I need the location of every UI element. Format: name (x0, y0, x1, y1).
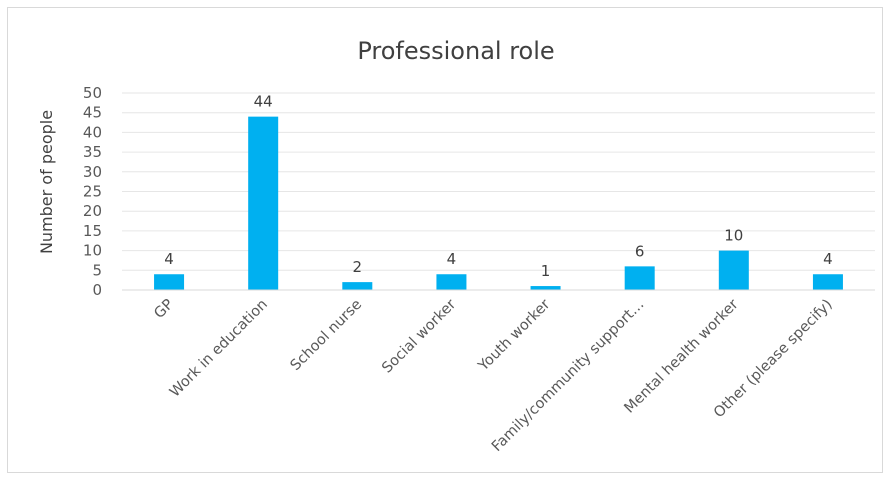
bar (342, 282, 373, 290)
y-axis-label: Number of people (37, 110, 56, 254)
x-tick-label: School nurse (288, 296, 366, 374)
x-tick-label: Family/community support… (489, 297, 647, 455)
x-tick-label: Youth worker (475, 296, 553, 374)
bar (812, 274, 843, 290)
data-label: 10 (724, 227, 743, 245)
y-tick-label: 50 (83, 84, 102, 102)
data-label: 1 (541, 262, 551, 280)
y-tick-label: 45 (83, 104, 102, 122)
chart-title: Professional role (357, 37, 554, 65)
bar (718, 250, 749, 290)
y-tick-label: 40 (83, 123, 102, 141)
gridlines (122, 92, 875, 271)
bar (530, 286, 561, 290)
y-tick-label: 15 (83, 222, 102, 240)
x-tick-label: GP (151, 296, 177, 322)
data-label: 4 (447, 250, 457, 268)
data-label: 6 (635, 242, 645, 260)
data-label: 4 (823, 250, 833, 268)
y-tick-label: 0 (92, 281, 102, 299)
y-tick-label: 35 (83, 143, 102, 161)
data-label: 2 (353, 258, 363, 276)
bar (154, 274, 185, 290)
y-tick-label: 30 (83, 163, 102, 181)
data-label: 44 (254, 93, 273, 111)
bar (624, 266, 655, 290)
bars (154, 116, 843, 290)
y-tick-label: 5 (92, 261, 102, 279)
y-tick-label: 20 (83, 202, 102, 220)
bar (436, 274, 467, 290)
x-tick-label: Social worker (379, 296, 459, 376)
chart-frame (7, 7, 883, 473)
bar (248, 116, 279, 290)
x-tick-label: Work in education (167, 297, 271, 401)
y-tick-label: 25 (83, 183, 102, 201)
data-label: 4 (164, 250, 174, 268)
y-tick-label: 10 (83, 242, 102, 260)
